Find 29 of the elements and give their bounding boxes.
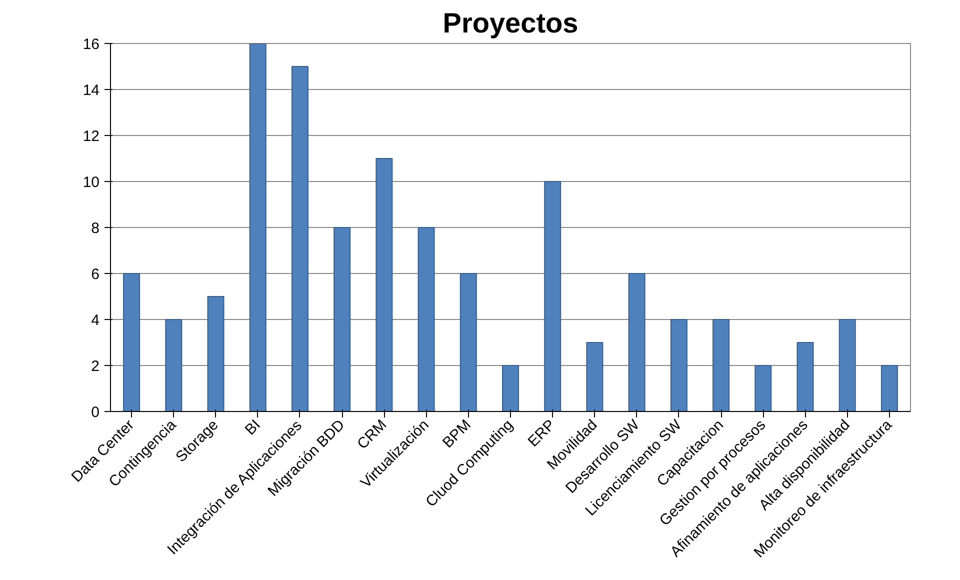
y-tick-label: 12 xyxy=(82,128,100,145)
y-tick-label: 10 xyxy=(82,174,100,191)
bar xyxy=(291,66,308,412)
chart-title: Proyectos xyxy=(442,8,578,38)
bar xyxy=(418,227,435,412)
bar xyxy=(460,273,477,412)
bar xyxy=(334,227,351,412)
bar xyxy=(796,342,814,412)
bar xyxy=(249,44,266,412)
bar xyxy=(586,342,604,412)
y-tick-label: 6 xyxy=(91,266,100,283)
y-tick-label: 0 xyxy=(91,404,100,421)
y-tick-label: 2 xyxy=(91,358,100,375)
bar xyxy=(207,296,224,412)
bar xyxy=(754,365,772,412)
bar xyxy=(502,365,519,412)
bar xyxy=(880,365,898,412)
bar xyxy=(165,319,182,412)
bar xyxy=(376,158,393,412)
bar xyxy=(712,319,730,412)
y-tick-label: 14 xyxy=(82,82,100,99)
y-tick-label: 16 xyxy=(82,36,100,53)
y-tick-label: 4 xyxy=(91,312,100,329)
bar xyxy=(838,319,856,412)
bar xyxy=(544,181,562,412)
bar xyxy=(628,273,646,412)
bar xyxy=(670,319,688,412)
bar xyxy=(123,273,140,412)
y-tick-label: 8 xyxy=(91,220,100,237)
